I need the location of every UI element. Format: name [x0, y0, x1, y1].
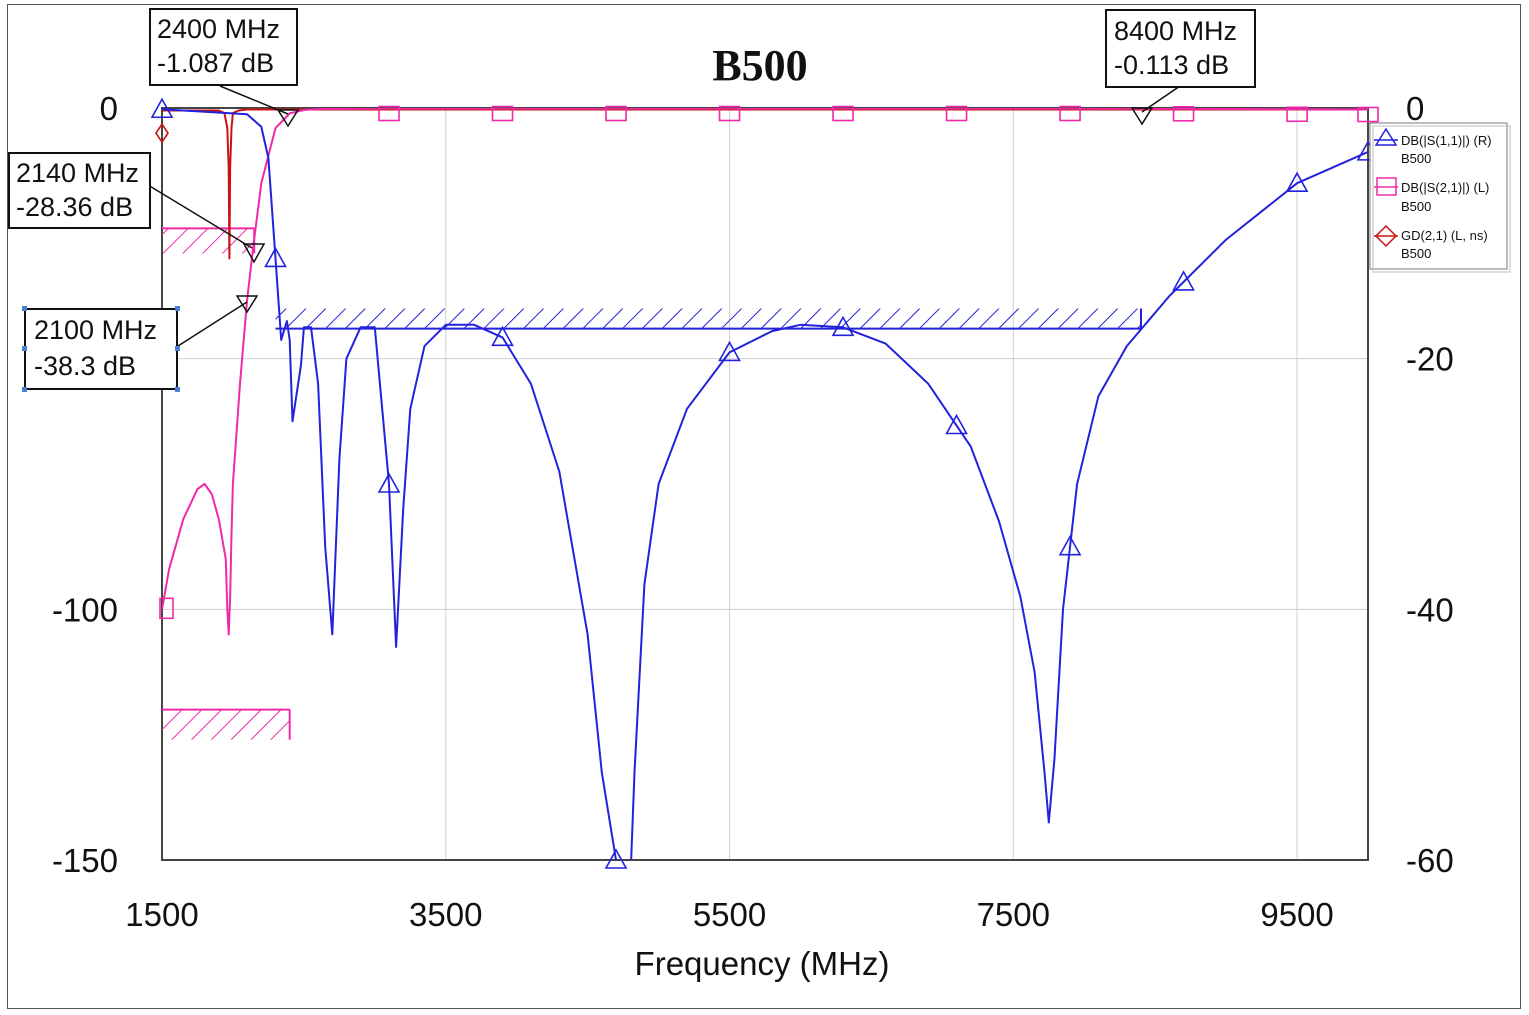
s11-marker	[604, 848, 628, 869]
gd-marker	[155, 122, 169, 144]
x-tick-label: 5500	[693, 896, 766, 933]
s21-marker	[718, 105, 741, 122]
x-tick-label: 7500	[977, 896, 1050, 933]
s21-marker	[1286, 106, 1308, 123]
legend-entry-gd[interactable]: GD(2,1) (L, ns) B500	[1374, 224, 1488, 261]
annotation-2100[interactable]: 2100 MHz -38.3 dB	[22, 295, 259, 392]
grid	[162, 108, 1368, 860]
s21-marker	[1357, 106, 1379, 123]
s11-marker	[718, 340, 741, 362]
x-axis-label: Frequency (MHz)	[635, 945, 890, 982]
y-right-tick-label: -60	[1406, 842, 1454, 879]
annotation-value: -38.3 dB	[34, 351, 136, 381]
s11-marker	[945, 413, 968, 435]
s11-marker	[491, 325, 514, 347]
s11-marker	[150, 97, 174, 119]
annotation-freq: 2400 MHz	[157, 14, 280, 44]
annotation-2140[interactable]: 2140 MHz -28.36 dB	[8, 152, 266, 264]
x-tick-label: 9500	[1260, 896, 1333, 933]
marker-layer	[150, 97, 1380, 869]
y-left-tick-label: 0	[100, 90, 118, 127]
mask-layer	[162, 227, 1142, 740]
s11-marker	[377, 472, 401, 493]
legend-label: DB(|S(1,1)|) (R)	[1401, 133, 1492, 148]
s11-marker	[831, 315, 855, 337]
annotation-freq: 2140 MHz	[16, 158, 139, 188]
spec-mask-hatch	[275, 308, 1141, 329]
y-right-tick-label: -20	[1406, 341, 1454, 378]
legend-sublabel: B500	[1401, 246, 1431, 261]
x-tick-label: 3500	[409, 896, 482, 933]
legend-label: GD(2,1) (L, ns)	[1401, 228, 1488, 243]
x-tick-label: 1500	[125, 896, 198, 933]
legend-entry-s21[interactable]: DB(|S(2,1)|) (L) B500	[1374, 177, 1489, 214]
s11-marker	[1058, 535, 1082, 556]
series-layer	[162, 108, 1368, 860]
series-line-diamond	[162, 108, 1368, 260]
annotation-value: -1.087 dB	[157, 48, 274, 78]
series-line-triangle	[162, 108, 1368, 860]
s21-marker	[1059, 105, 1081, 122]
chart-title: B500	[712, 41, 807, 90]
s21-marker	[378, 105, 400, 122]
annotation-8400[interactable]: 8400 MHz -0.113 dB	[1105, 9, 1256, 126]
legend-entry-s11[interactable]: DB(|S(1,1)|) (R) B500	[1374, 127, 1492, 166]
y-left-tick-label: -150	[52, 842, 118, 879]
y-left-tick-labels: 0 -100 -150	[52, 90, 118, 879]
annotation-value: -0.113 dB	[1114, 50, 1229, 80]
x-tick-labels: 1500 3500 5500 7500 9500	[125, 896, 1333, 933]
s11-marker	[264, 246, 287, 268]
s21-marker	[832, 105, 854, 122]
legend-label: DB(|S(2,1)|) (L)	[1401, 180, 1489, 195]
y-right-tick-label: -40	[1406, 591, 1454, 628]
legend-sublabel: B500	[1401, 151, 1431, 166]
legend: DB(|S(1,1)|) (R) B500 DB(|S(2,1)|) (L) B…	[1369, 122, 1511, 273]
y-right-tick-label: 0	[1406, 90, 1424, 127]
annotation-freq: 8400 MHz	[1114, 16, 1237, 46]
spec-mask-hatch	[162, 709, 290, 740]
s21-marker	[945, 105, 968, 122]
s21-marker	[605, 105, 627, 122]
plot-area	[161, 107, 1369, 861]
annotation-2400[interactable]: 2400 MHz -1.087 dB	[149, 8, 300, 128]
annotation-freq: 2100 MHz	[34, 315, 157, 345]
annotation-value: -28.36 dB	[16, 192, 133, 222]
s21-marker	[1172, 105, 1195, 122]
y-left-tick-label: -100	[52, 591, 118, 628]
s21-marker	[491, 105, 514, 122]
chart-frame	[7, 4, 1521, 1009]
s11-marker	[1172, 270, 1195, 291]
s21-marker	[159, 597, 174, 620]
legend-sublabel: B500	[1401, 199, 1431, 214]
y-right-tick-labels: 0 -20 -40 -60	[1406, 90, 1454, 879]
s11-marker	[1285, 171, 1309, 192]
series-line-square	[162, 108, 1368, 636]
